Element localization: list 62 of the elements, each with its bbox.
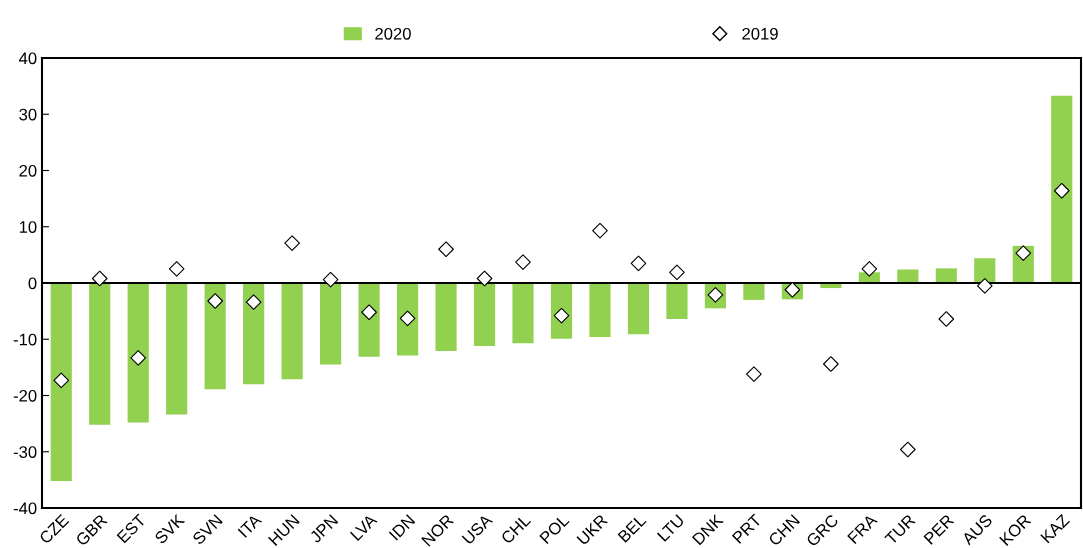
point: [438, 241, 454, 258]
bar: [589, 283, 611, 337]
x-tick-label: ITA: [237, 513, 263, 538]
point: [861, 261, 878, 277]
x-tick-label: POL: [539, 513, 570, 545]
point: [592, 222, 608, 239]
point: [746, 366, 762, 382]
point: [938, 311, 955, 327]
x-tick-label: USA: [461, 513, 494, 545]
bar: [897, 269, 919, 283]
point: [245, 294, 262, 310]
bar: [281, 283, 303, 380]
bar: [243, 283, 265, 385]
point: [1015, 245, 1032, 262]
bar: [935, 268, 957, 283]
bar: [320, 283, 342, 365]
bar: [204, 283, 226, 390]
bar: [743, 283, 765, 300]
bar: [358, 283, 380, 357]
y-tick-label: 0: [28, 277, 37, 290]
y-tick-label: -40: [13, 502, 37, 515]
bar: [89, 283, 111, 425]
x-tick-label: IDN: [388, 514, 416, 541]
x-tick-label: LVA: [349, 513, 378, 541]
y-tick-label: 30: [19, 108, 37, 121]
bar: [974, 258, 996, 283]
point: [1053, 182, 1070, 199]
y-tick-label: -20: [13, 389, 37, 402]
y-tick-label: 20: [19, 164, 37, 177]
point: [669, 264, 685, 281]
x-tick-label: BEL: [617, 513, 647, 543]
point: [399, 310, 416, 327]
bar: [627, 283, 650, 335]
y-tick-label: 40: [18, 52, 37, 65]
x-tick-label: TUR: [884, 513, 916, 546]
point: [899, 441, 916, 458]
y-tick-label: 10: [19, 221, 37, 233]
point: [53, 372, 70, 389]
bar: [512, 283, 534, 344]
bar: [1051, 95, 1073, 283]
bar: [127, 283, 149, 423]
point: [91, 270, 108, 287]
point: [207, 293, 224, 309]
point: [130, 349, 147, 366]
bar: [166, 283, 188, 415]
x-tick-label: CHL: [500, 513, 532, 545]
point: [976, 277, 993, 294]
point: [322, 271, 339, 288]
point: [284, 235, 300, 251]
bar: [435, 283, 457, 352]
point: [361, 304, 377, 321]
bar: [50, 283, 72, 481]
bar: [473, 283, 496, 346]
bar: [396, 283, 419, 356]
x-tick-label: FRA: [847, 513, 878, 545]
point: [823, 356, 839, 372]
bar: [666, 283, 688, 319]
y-tick-label: -30: [13, 446, 37, 458]
legend-label: 2019: [742, 27, 778, 40]
legend-label: 2020: [375, 27, 411, 40]
x-tick-label: LTU: [656, 514, 685, 542]
y-tick-label: -10: [13, 333, 37, 346]
